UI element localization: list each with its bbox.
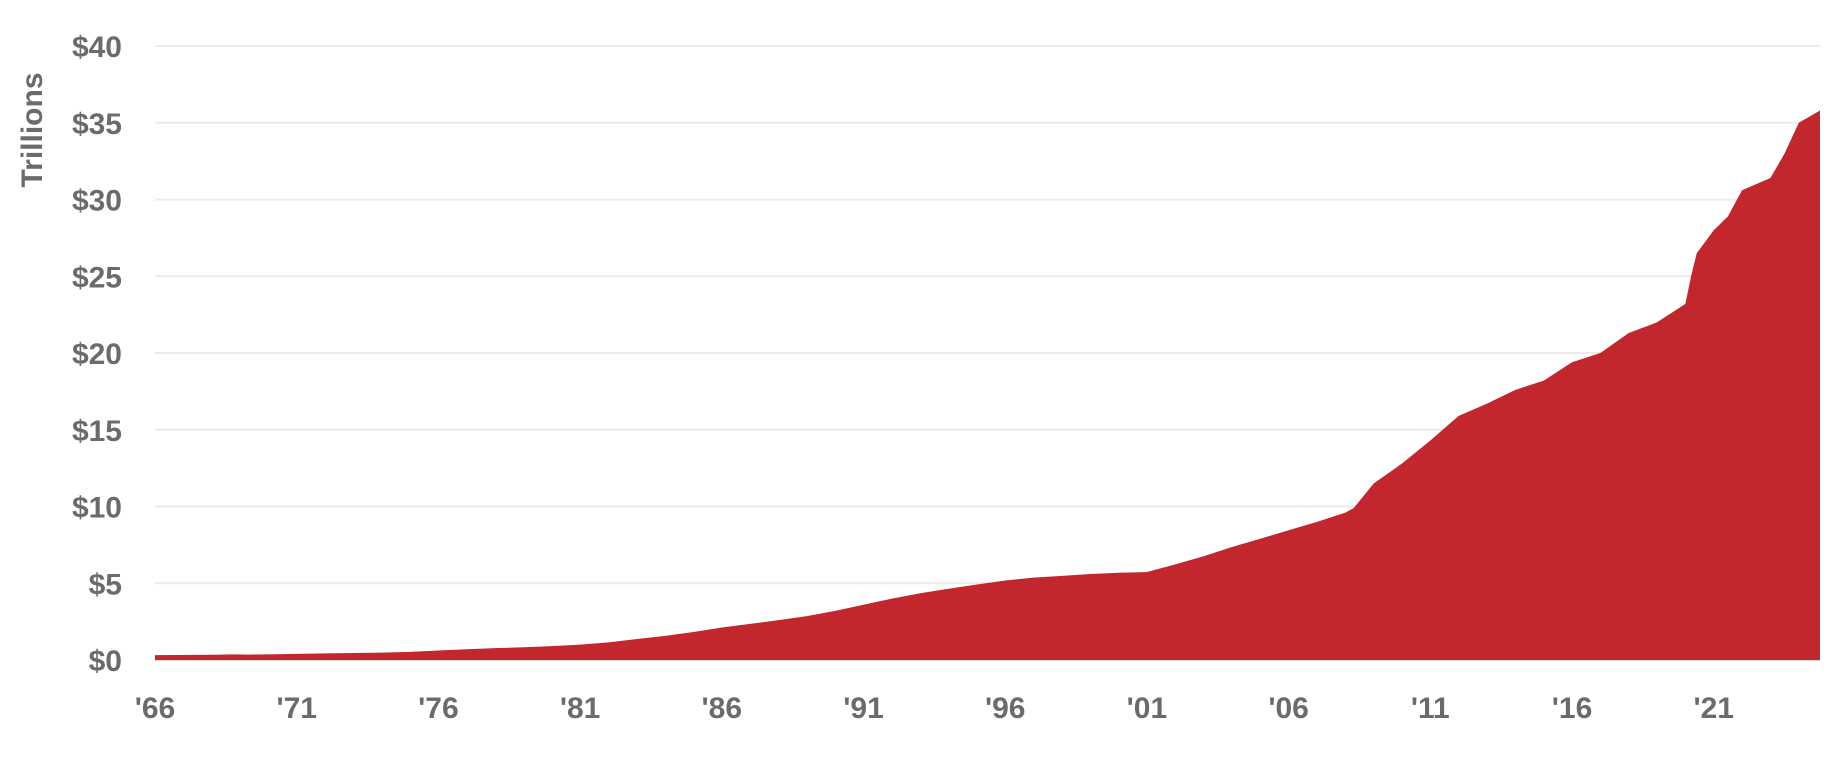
- area-series: [155, 110, 1820, 661]
- y-tick-label: $20: [72, 338, 122, 371]
- x-tick-label: '86: [702, 692, 743, 725]
- y-tick-label: $35: [72, 108, 122, 141]
- x-tick-label: '91: [843, 692, 884, 725]
- x-tick-label: '96: [985, 692, 1026, 725]
- y-tick-label: $40: [72, 31, 122, 64]
- y-axis-title: Trillions: [16, 72, 49, 187]
- y-tick-label: $15: [72, 415, 122, 448]
- y-axis-ticks: $0 $5 $10 $15 $20 $25 $30 $35 $40: [72, 31, 122, 678]
- x-tick-label: '81: [560, 692, 601, 725]
- x-tick-label: '21: [1693, 692, 1734, 725]
- y-tick-label: $5: [89, 568, 122, 601]
- y-tick-label: $30: [72, 185, 122, 218]
- x-tick-label: '66: [135, 692, 176, 725]
- x-tick-label: '76: [418, 692, 459, 725]
- x-tick-label: '01: [1127, 692, 1168, 725]
- x-tick-label: '16: [1552, 692, 1593, 725]
- y-tick-label: $10: [72, 492, 122, 525]
- y-tick-label: $0: [89, 645, 122, 678]
- x-tick-label: '06: [1268, 692, 1309, 725]
- grid-lines: [155, 45, 1820, 661]
- x-axis-ticks: '66 '71 '76 '81 '86 '91 '96 '01 '06 '11 '16 '21: [135, 692, 1734, 725]
- x-tick-label: '71: [276, 692, 317, 725]
- area-series-0: [155, 110, 1820, 661]
- x-tick-label: '11: [1411, 692, 1450, 725]
- y-tick-label: $25: [72, 261, 122, 294]
